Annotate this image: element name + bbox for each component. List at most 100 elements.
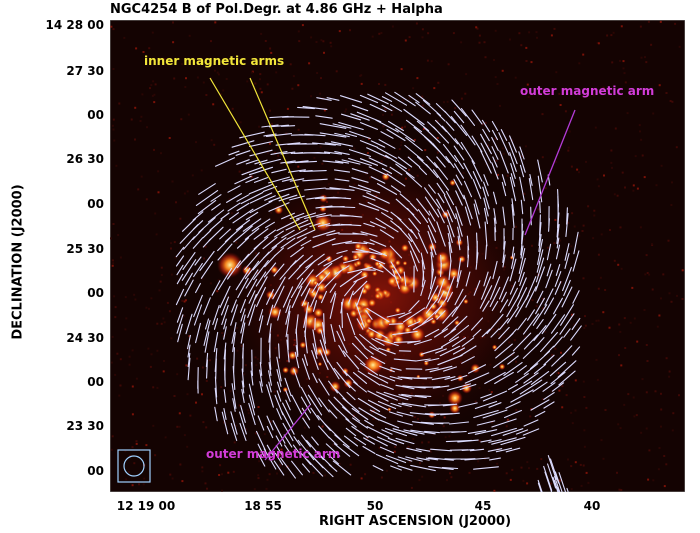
noise-pixel bbox=[202, 367, 204, 369]
noise-pixel bbox=[132, 349, 134, 351]
noise-pixel bbox=[196, 358, 198, 360]
noise-pixel bbox=[141, 176, 143, 178]
noise-pixel bbox=[499, 105, 501, 107]
noise-pixel bbox=[496, 463, 498, 465]
noise-pixel bbox=[648, 21, 650, 23]
noise-pixel bbox=[135, 47, 137, 49]
noise-pixel bbox=[258, 126, 260, 128]
noise-pixel bbox=[350, 464, 352, 466]
hii-region bbox=[343, 378, 353, 388]
noise-pixel bbox=[583, 429, 585, 431]
noise-pixel bbox=[614, 260, 616, 262]
noise-pixel bbox=[453, 32, 455, 34]
hii-region bbox=[372, 271, 378, 277]
noise-pixel bbox=[213, 144, 215, 146]
noise-pixel bbox=[209, 359, 211, 361]
noise-pixel bbox=[672, 412, 674, 414]
noise-pixel bbox=[124, 328, 126, 330]
noise-pixel bbox=[592, 323, 594, 325]
noise-pixel bbox=[404, 126, 406, 128]
noise-pixel bbox=[658, 315, 660, 317]
noise-pixel bbox=[205, 94, 207, 96]
noise-pixel bbox=[616, 472, 618, 474]
noise-pixel bbox=[652, 289, 654, 291]
noise-pixel bbox=[593, 210, 595, 212]
noise-pixel bbox=[120, 385, 122, 387]
noise-pixel bbox=[359, 75, 361, 77]
noise-pixel bbox=[332, 444, 334, 446]
noise-pixel bbox=[542, 156, 544, 158]
noise-pixel bbox=[378, 33, 380, 35]
noise-pixel bbox=[556, 372, 558, 374]
noise-pixel bbox=[134, 299, 136, 301]
noise-pixel bbox=[536, 31, 538, 33]
noise-pixel bbox=[136, 378, 138, 380]
noise-pixel bbox=[560, 104, 562, 106]
noise-pixel bbox=[574, 226, 576, 228]
noise-pixel bbox=[214, 21, 216, 23]
y-tick-label: 14 28 00 bbox=[46, 18, 104, 32]
noise-pixel bbox=[344, 111, 346, 113]
noise-pixel bbox=[409, 36, 411, 38]
noise-pixel bbox=[610, 150, 612, 152]
noise-pixel bbox=[163, 360, 165, 362]
noise-pixel bbox=[336, 70, 338, 72]
noise-pixel bbox=[141, 93, 143, 95]
noise-pixel bbox=[644, 273, 646, 275]
noise-pixel bbox=[184, 434, 186, 436]
noise-pixel bbox=[551, 34, 553, 36]
noise-pixel bbox=[201, 393, 203, 395]
noise-pixel bbox=[146, 126, 148, 128]
noise-pixel bbox=[571, 212, 573, 214]
noise-pixel bbox=[234, 441, 236, 443]
noise-pixel bbox=[212, 103, 214, 105]
noise-pixel bbox=[316, 72, 318, 74]
noise-pixel bbox=[125, 296, 127, 298]
noise-pixel bbox=[114, 316, 116, 318]
noise-pixel bbox=[531, 61, 533, 63]
noise-pixel bbox=[392, 26, 394, 28]
noise-pixel bbox=[666, 357, 668, 359]
noise-pixel bbox=[134, 139, 136, 141]
noise-pixel bbox=[187, 393, 189, 395]
noise-pixel bbox=[150, 84, 152, 86]
noise-pixel bbox=[339, 30, 341, 32]
noise-pixel bbox=[172, 41, 174, 43]
noise-pixel bbox=[149, 87, 151, 89]
y-tick-label: 27 30 bbox=[66, 64, 104, 78]
noise-pixel bbox=[660, 297, 662, 299]
noise-pixel bbox=[422, 105, 424, 107]
noise-pixel bbox=[148, 308, 150, 310]
noise-pixel bbox=[394, 446, 396, 448]
noise-pixel bbox=[477, 460, 479, 462]
noise-pixel bbox=[567, 150, 569, 152]
noise-pixel bbox=[169, 137, 171, 139]
noise-pixel bbox=[201, 466, 203, 468]
noise-pixel bbox=[555, 71, 557, 73]
noise-pixel bbox=[247, 409, 249, 411]
hii-region bbox=[355, 260, 362, 267]
noise-pixel bbox=[558, 390, 560, 392]
noise-pixel bbox=[392, 109, 394, 111]
noise-pixel bbox=[620, 489, 622, 491]
noise-pixel bbox=[670, 100, 672, 102]
noise-pixel bbox=[148, 47, 150, 49]
noise-pixel bbox=[133, 294, 135, 296]
noise-pixel bbox=[269, 48, 271, 50]
noise-pixel bbox=[570, 412, 572, 414]
noise-pixel bbox=[169, 310, 171, 312]
noise-pixel bbox=[218, 73, 220, 75]
noise-pixel bbox=[646, 428, 648, 430]
noise-pixel bbox=[598, 288, 600, 290]
noise-pixel bbox=[382, 114, 384, 116]
noise-pixel bbox=[165, 436, 167, 438]
noise-pixel bbox=[185, 299, 187, 301]
noise-pixel bbox=[411, 487, 413, 489]
noise-pixel bbox=[545, 187, 547, 189]
noise-pixel bbox=[401, 127, 403, 129]
y-tick-label: 00 bbox=[87, 464, 104, 478]
noise-pixel bbox=[618, 324, 620, 326]
noise-pixel bbox=[421, 476, 423, 478]
hii-region bbox=[270, 266, 279, 275]
noise-pixel bbox=[475, 26, 477, 28]
